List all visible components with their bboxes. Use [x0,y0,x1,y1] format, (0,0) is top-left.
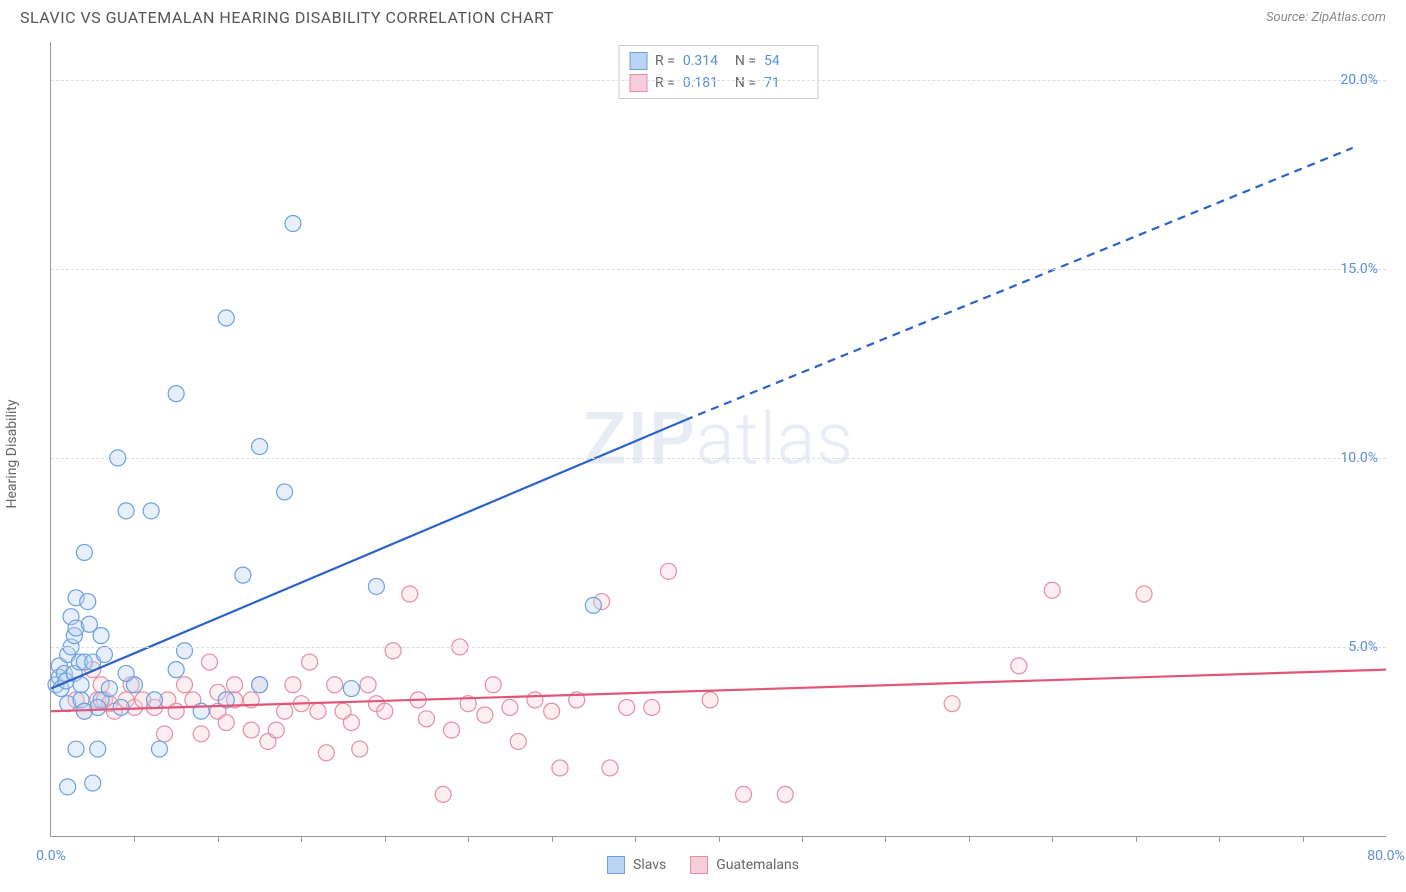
scatter-svg [51,42,1386,836]
r-value-guatemalans: 0.181 [683,72,727,94]
n-value-guatemalans: 71 [764,72,808,94]
swatch-slavs [629,52,647,70]
stats-row-guatemalans: R = 0.181 N = 71 [629,72,808,94]
stats-row-slavs: R = 0.314 N = 54 [629,50,808,72]
legend-label-slavs: Slavs [633,857,666,873]
swatch-guatemalans-bottom [690,856,708,874]
plot-area: ZIPatlas R = 0.314 N = 54 R = 0.181 N = … [50,42,1386,837]
n-label: N = [735,72,756,94]
chart-title: SLAVIC VS GUATEMALAN HEARING DISABILITY … [20,8,554,27]
r-value-slavs: 0.314 [683,50,727,72]
chart-header: SLAVIC VS GUATEMALAN HEARING DISABILITY … [0,0,1406,31]
stats-legend: R = 0.314 N = 54 R = 0.181 N = 71 [618,45,819,99]
swatch-slavs-bottom [607,856,625,874]
legend-label-guatemalans: Guatemalans [716,857,799,873]
n-value-slavs: 54 [764,50,808,72]
r-label: R = [655,50,675,72]
r-label: R = [655,72,675,94]
y-axis-label: Hearing Disability [4,400,20,509]
series-legend: Slavs Guatemalans [607,856,799,874]
n-label: N = [735,50,756,72]
source-label: Source: ZipAtlas.com [1266,10,1386,25]
legend-item-slavs: Slavs [607,856,666,874]
swatch-guatemalans [629,74,647,92]
legend-item-guatemalans: Guatemalans [690,856,799,874]
